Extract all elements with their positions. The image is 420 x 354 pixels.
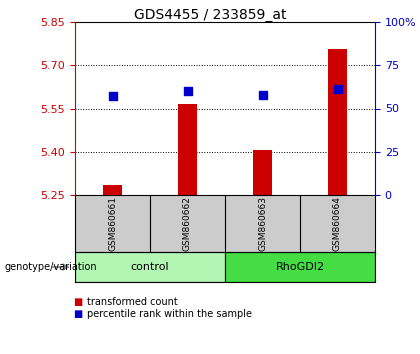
Bar bbox=[225, 252, 375, 282]
Point bbox=[334, 87, 341, 92]
Text: ■: ■ bbox=[73, 297, 82, 307]
Text: percentile rank within the sample: percentile rank within the sample bbox=[87, 309, 252, 319]
Text: control: control bbox=[131, 262, 169, 272]
Text: GSM860662: GSM860662 bbox=[183, 196, 192, 251]
Text: GDS4455 / 233859_at: GDS4455 / 233859_at bbox=[134, 8, 286, 22]
Bar bbox=[328, 50, 347, 195]
Text: genotype/variation: genotype/variation bbox=[4, 262, 97, 272]
Bar bbox=[178, 104, 197, 195]
Bar bbox=[103, 185, 122, 195]
Point bbox=[259, 92, 266, 97]
Text: GSM860664: GSM860664 bbox=[333, 196, 342, 251]
Bar bbox=[75, 252, 225, 282]
Bar bbox=[253, 150, 272, 195]
Point bbox=[109, 93, 116, 99]
Text: GSM860661: GSM860661 bbox=[108, 196, 117, 251]
Text: RhoGDI2: RhoGDI2 bbox=[276, 262, 325, 272]
Text: ■: ■ bbox=[73, 309, 82, 319]
Text: GSM860663: GSM860663 bbox=[258, 196, 267, 251]
Point bbox=[184, 88, 191, 94]
Text: transformed count: transformed count bbox=[87, 297, 178, 307]
